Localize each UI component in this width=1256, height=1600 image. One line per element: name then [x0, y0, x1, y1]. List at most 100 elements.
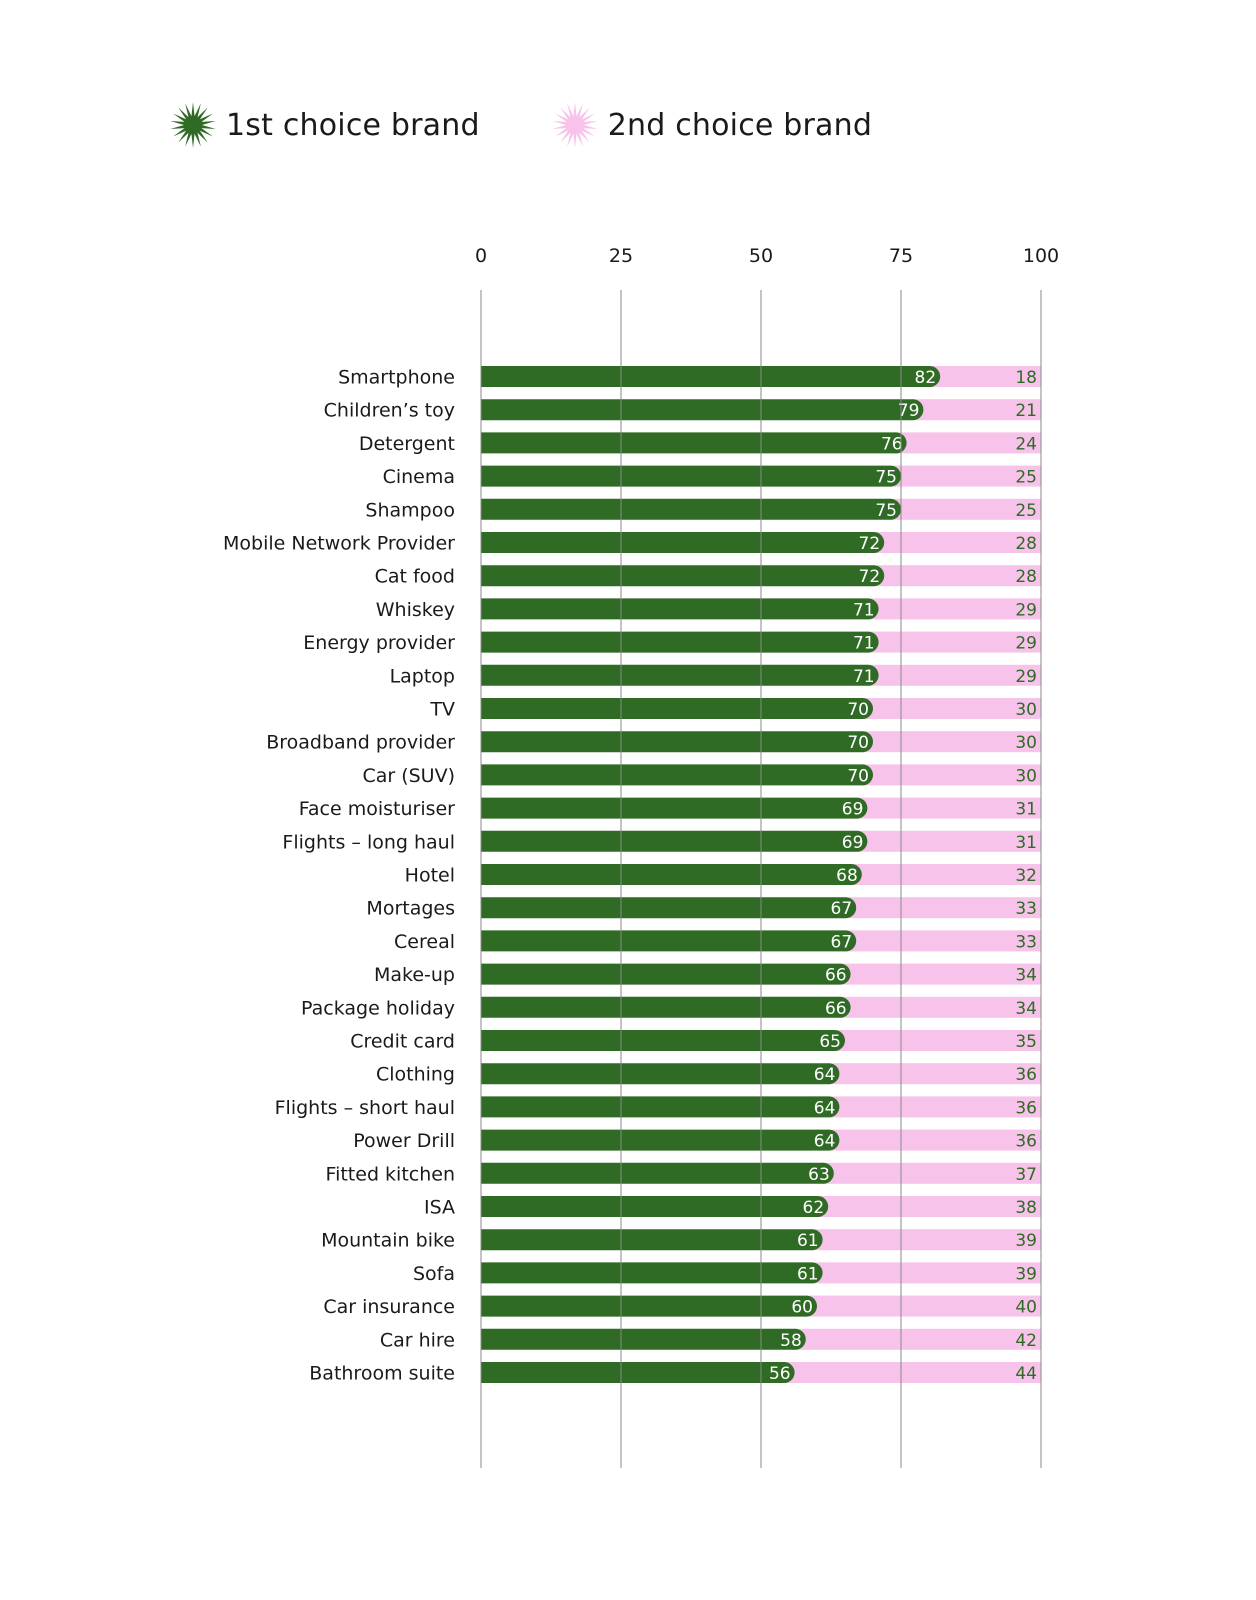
bar-first-choice	[481, 764, 874, 786]
pink-starburst-icon	[552, 102, 598, 148]
bar-second-choice	[866, 631, 1041, 653]
green-starburst-icon	[170, 102, 216, 148]
value-label-second: 35	[1015, 1032, 1037, 1052]
bar-first-choice	[481, 1262, 823, 1284]
bar-first-choice	[481, 830, 868, 852]
category-label: Cinema	[383, 466, 455, 488]
category-label: Cereal	[394, 931, 455, 953]
category-label: Flights – short haul	[275, 1097, 455, 1119]
value-label-first: 62	[803, 1198, 825, 1218]
bar-first-choice	[481, 1063, 840, 1085]
bar-second-choice	[793, 1328, 1041, 1350]
x-tick-label: 25	[609, 245, 633, 267]
category-label: Shampoo	[365, 499, 455, 521]
category-label: Power Drill	[353, 1130, 455, 1152]
value-label-first: 82	[915, 368, 937, 388]
bar-first-choice	[481, 565, 885, 587]
bar-first-choice	[481, 897, 857, 919]
category-label: Children’s toy	[324, 400, 455, 422]
value-label-first: 64	[814, 1132, 836, 1152]
category-label: Credit card	[350, 1031, 455, 1053]
value-label-first: 63	[808, 1165, 830, 1185]
value-label-first: 69	[842, 800, 864, 820]
category-label: Bathroom suite	[309, 1363, 455, 1385]
legend-item-first: 1st choice brand	[168, 100, 480, 150]
value-label-second: 34	[1015, 966, 1037, 986]
value-label-second: 34	[1015, 999, 1037, 1019]
bar-first-choice	[481, 1229, 823, 1251]
category-label: Whiskey	[376, 599, 455, 621]
bar-first-choice	[481, 631, 879, 653]
legend-label-first: 1st choice brand	[226, 107, 480, 143]
x-tick-label: 100	[1023, 245, 1059, 267]
value-label-second: 28	[1015, 567, 1037, 587]
bar-first-choice	[481, 1328, 806, 1350]
value-label-second: 36	[1015, 1132, 1037, 1152]
bar-first-choice	[481, 1162, 834, 1184]
value-label-second: 30	[1015, 733, 1037, 753]
value-label-first: 70	[847, 700, 869, 720]
bar-first-choice	[481, 598, 879, 620]
bar-second-choice	[827, 1063, 1041, 1085]
category-label: Energy provider	[303, 632, 455, 654]
bar-first-choice	[481, 963, 851, 985]
value-label-second: 29	[1015, 634, 1037, 654]
bar-second-choice	[861, 764, 1041, 786]
category-label: Fitted kitchen	[326, 1163, 455, 1185]
value-label-first: 76	[881, 434, 903, 454]
category-label: Package holiday	[301, 997, 455, 1019]
value-label-second: 30	[1015, 766, 1037, 786]
value-label-second: 18	[1015, 368, 1037, 388]
value-label-second: 25	[1015, 468, 1037, 488]
value-label-first: 71	[853, 600, 875, 620]
value-label-first: 64	[814, 1098, 836, 1118]
legend: 1st choice brand 2nd choice brand	[168, 100, 942, 150]
bar-first-choice	[481, 864, 862, 885]
value-label-first: 71	[853, 634, 875, 654]
bar-second-choice	[833, 1030, 1041, 1051]
bar-second-choice	[827, 1096, 1041, 1118]
value-label-second: 39	[1015, 1231, 1037, 1251]
category-label: Sofa	[413, 1263, 455, 1285]
bar-first-choice	[481, 366, 941, 387]
bar-second-choice	[855, 797, 1041, 819]
value-label-second: 25	[1015, 501, 1037, 521]
value-label-first: 70	[847, 733, 869, 753]
value-label-first: 71	[853, 667, 875, 687]
value-label-first: 65	[819, 1032, 841, 1052]
category-label: Hotel	[405, 865, 455, 887]
x-tick-label: 0	[475, 245, 487, 267]
bar-first-choice	[481, 698, 874, 719]
value-label-first: 75	[875, 501, 897, 521]
value-label-first: 66	[825, 999, 847, 1019]
category-label: Detergent	[359, 433, 455, 455]
bar-second-choice	[889, 498, 1041, 520]
category-label: Cat food	[375, 566, 455, 588]
value-label-second: 30	[1015, 700, 1037, 720]
bar-second-choice	[866, 598, 1041, 620]
bar-first-choice	[481, 465, 901, 487]
category-label: Flights – long haul	[282, 831, 455, 853]
value-label-second: 38	[1015, 1198, 1037, 1218]
bar-second-choice	[872, 565, 1041, 587]
category-label: Car hire	[380, 1329, 455, 1351]
bar-second-choice	[928, 366, 1041, 387]
value-label-first: 58	[780, 1331, 802, 1351]
category-label: Make-up	[374, 964, 455, 986]
bar-first-choice	[481, 1295, 817, 1317]
value-label-second: 40	[1015, 1298, 1037, 1318]
value-label-second: 33	[1015, 899, 1037, 919]
value-label-second: 44	[1015, 1364, 1037, 1384]
bar-first-choice	[481, 432, 907, 454]
bar-second-choice	[844, 897, 1041, 919]
value-label-second: 24	[1015, 434, 1037, 454]
value-label-second: 29	[1015, 600, 1037, 620]
value-label-first: 79	[898, 401, 920, 421]
bar-second-choice	[866, 664, 1041, 686]
value-label-first: 72	[859, 567, 881, 587]
bar-second-choice	[894, 432, 1041, 454]
value-label-first: 68	[836, 866, 858, 886]
value-label-first: 67	[831, 899, 853, 919]
bar-second-choice	[838, 963, 1041, 985]
